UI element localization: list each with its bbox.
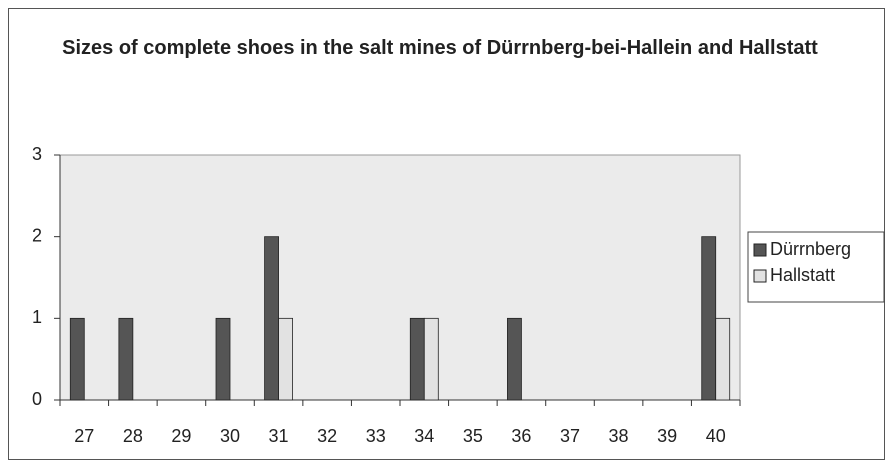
x-tick-label: 28	[123, 426, 143, 446]
legend-label: Hallstatt	[770, 265, 835, 285]
legend-swatch	[753, 269, 767, 283]
y-tick-label: 0	[32, 389, 42, 409]
x-tick-label: 38	[609, 426, 629, 446]
x-tick-label: 32	[317, 426, 337, 446]
x-tick-label: 30	[220, 426, 240, 446]
x-tick-label: 37	[560, 426, 580, 446]
y-tick-label: 2	[32, 225, 42, 245]
chart-title: Sizes of complete shoes in the salt mine…	[62, 37, 818, 59]
x-tick-label: 27	[74, 426, 94, 446]
y-tick-label: 1	[32, 307, 42, 327]
bar	[278, 317, 293, 401]
bar	[507, 317, 522, 401]
plot-area	[59, 154, 741, 401]
y-tick-label: 3	[32, 144, 42, 164]
legend-label: Dürrnberg	[770, 239, 851, 259]
x-tick-label: 29	[171, 426, 191, 446]
bar	[715, 317, 731, 401]
bar	[118, 317, 134, 401]
x-tick-label: 39	[657, 426, 677, 446]
x-tick-label: 31	[269, 426, 289, 446]
bar	[215, 317, 231, 401]
x-tick-label: 33	[366, 426, 386, 446]
bar	[69, 317, 85, 401]
x-tick-label: 34	[414, 426, 434, 446]
legend-box	[747, 231, 885, 303]
legend-swatch	[753, 243, 767, 257]
bar	[701, 236, 717, 401]
x-tick-label: 36	[511, 426, 531, 446]
bar	[409, 317, 425, 401]
bar	[264, 236, 279, 401]
x-tick-label: 40	[706, 426, 726, 446]
bar	[423, 317, 439, 401]
x-tick-label: 35	[463, 426, 483, 446]
